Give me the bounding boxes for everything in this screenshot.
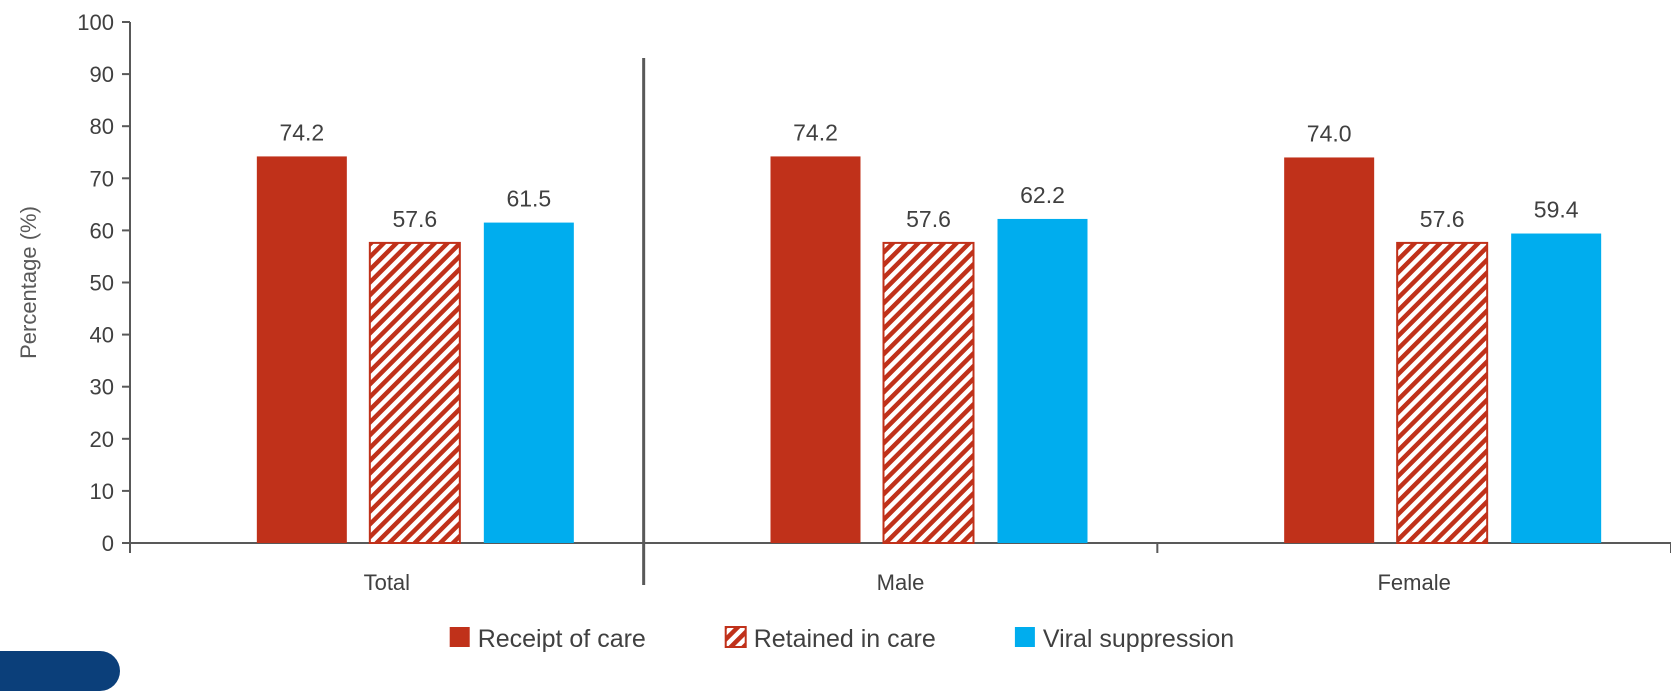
x-tick-label: Male bbox=[877, 570, 925, 595]
data-label: 59.4 bbox=[1534, 197, 1579, 223]
legend-label: Receipt of care bbox=[478, 625, 646, 653]
y-tick-label: 50 bbox=[90, 271, 114, 296]
data-label: 62.2 bbox=[1020, 182, 1065, 208]
bar-chart: 0 10 20 30 40 50 60 70 80 90 100 Total Male Female 7… bbox=[16, 10, 1671, 653]
data-label: 74.2 bbox=[793, 119, 838, 145]
bar-receipt-of-care-female bbox=[1284, 157, 1375, 543]
data-label: 57.6 bbox=[1420, 206, 1465, 232]
y-tick-label: 90 bbox=[90, 62, 114, 87]
y-tick-label: 20 bbox=[90, 427, 114, 452]
y-tick-label: 30 bbox=[90, 375, 114, 400]
data-label: 57.6 bbox=[906, 206, 951, 232]
data-label: 74.2 bbox=[279, 119, 324, 145]
data-label: 57.6 bbox=[392, 206, 437, 232]
x-tick-label: Female bbox=[1377, 570, 1450, 595]
legend-label: Retained in care bbox=[754, 625, 936, 653]
y-tick-label: 10 bbox=[90, 479, 114, 504]
bar-retained-in-care-female bbox=[1396, 241, 1489, 545]
bar-viral-suppression-female bbox=[1511, 233, 1602, 543]
x-tick-label: Total bbox=[364, 570, 410, 595]
bar-receipt-of-care-male bbox=[770, 156, 861, 543]
y-axis: 0 10 20 30 40 50 60 70 80 90 100 bbox=[77, 10, 131, 556]
bar-receipt-of-care-total bbox=[256, 156, 347, 543]
data-labels: 74.2 57.6 61.5 74.2 57.6 62.2 74.0 57.6 59.4 bbox=[279, 119, 1578, 231]
legend-label: Viral suppression bbox=[1043, 625, 1234, 653]
legend-swatch bbox=[1014, 627, 1035, 647]
y-tick-label: 40 bbox=[90, 323, 114, 348]
y-tick-label: 60 bbox=[90, 218, 114, 243]
bar-retained-in-care-male bbox=[882, 241, 975, 545]
legend: Receipt of care Retained in care Viral sup… bbox=[449, 625, 1234, 653]
bar-viral-suppression-male bbox=[997, 218, 1088, 544]
y-tick-label: 100 bbox=[77, 10, 114, 35]
bars bbox=[256, 156, 1602, 545]
data-label: 74.0 bbox=[1307, 120, 1352, 146]
y-tick-label: 80 bbox=[90, 114, 114, 139]
bar-retained-in-care-total bbox=[368, 241, 461, 545]
data-label: 61.5 bbox=[506, 186, 551, 212]
legend-swatch bbox=[724, 626, 747, 648]
y-tick-label: 70 bbox=[90, 166, 114, 191]
y-axis-title: Percentage (%) bbox=[16, 206, 41, 359]
corner-decoration bbox=[0, 651, 120, 691]
x-axis: Total Male Female bbox=[129, 542, 1671, 595]
legend-swatch bbox=[449, 627, 470, 647]
y-tick-label: 0 bbox=[102, 531, 114, 556]
bar-viral-suppression-total bbox=[483, 222, 574, 543]
